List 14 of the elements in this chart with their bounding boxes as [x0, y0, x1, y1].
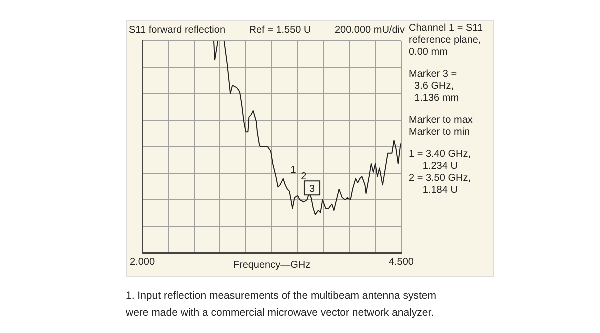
text: Marker 3 = 3.6 GHz, 1.136 mm [409, 69, 460, 105]
annotation: 1 [290, 165, 297, 176]
annotation: 2 [301, 172, 308, 183]
text: Marker to max Marker to min [409, 115, 474, 139]
x-tick-label: 4.500 [388, 256, 414, 268]
text: 1 = 3.40 GHz, 1.234 U 2 = 3.50 GHz, 1.184 U [409, 149, 472, 197]
chart-title: S11 forward reflection [129, 25, 226, 36]
text: Channel 1 = S11 reference plane, 0.00 mm [409, 23, 484, 59]
text: 1. Input reflection measurements of the multibeam antenna system were made with a commercial microwave vector network analyzer. [126, 289, 438, 321]
text: 200.000 mU/div [334, 25, 405, 36]
x-tick-label: 2.000 [130, 256, 156, 268]
text: Ref = 1.550 U [249, 25, 312, 36]
x-axis-title: Frequency—GHz [233, 260, 311, 271]
annotation: 3 [309, 184, 316, 195]
